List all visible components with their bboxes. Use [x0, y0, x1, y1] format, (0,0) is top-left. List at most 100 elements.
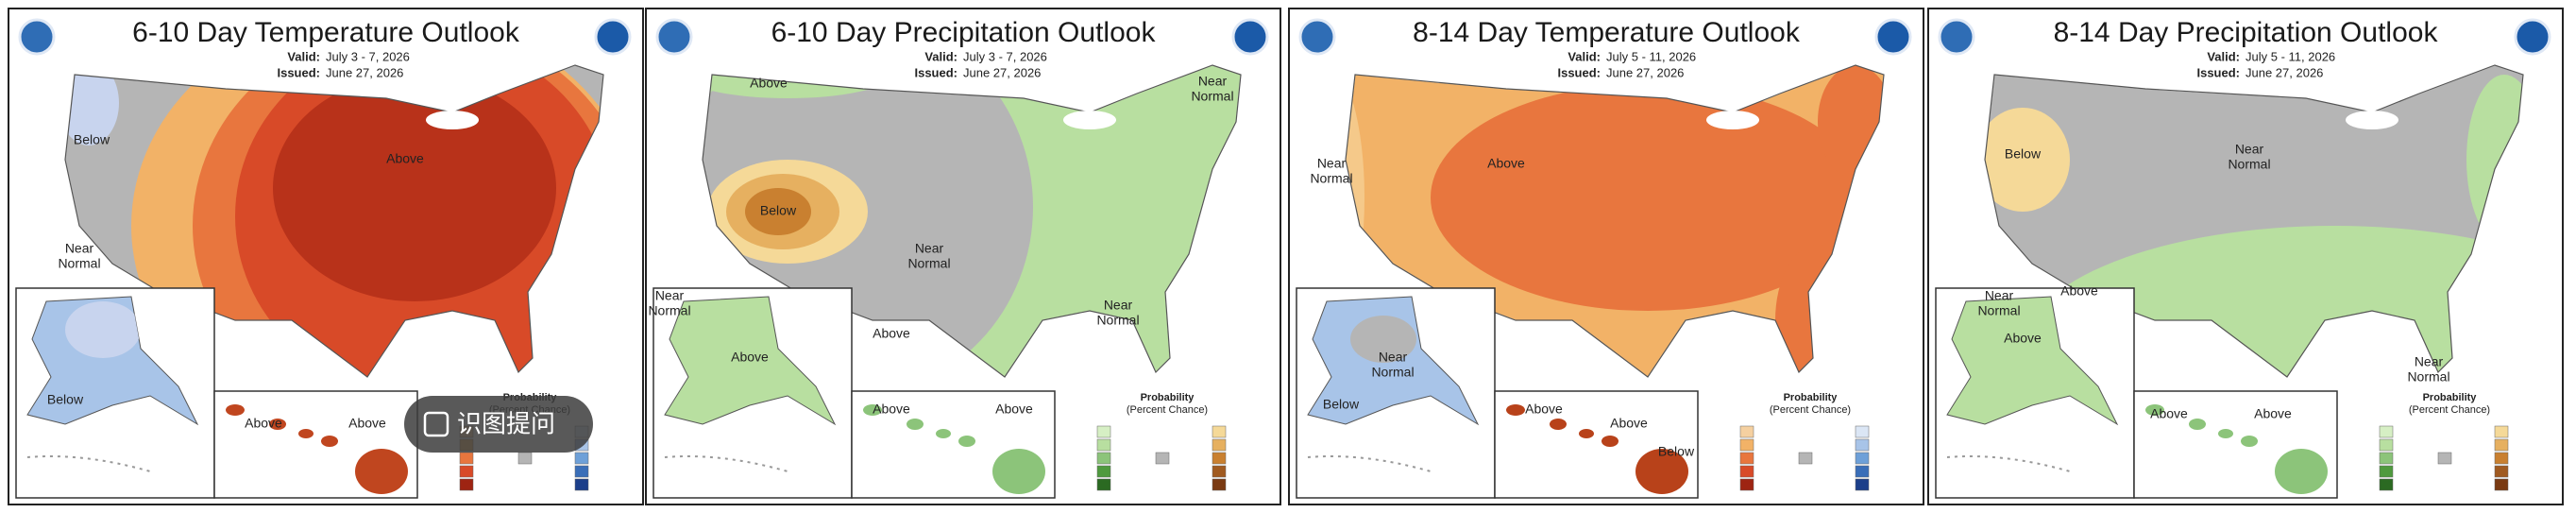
legend-swatch: [574, 452, 589, 465]
map-label: Near: [2235, 142, 2264, 157]
noaa-logo: [655, 18, 693, 56]
map-label: Below: [74, 132, 110, 147]
map-label: Above: [995, 402, 1033, 417]
legend-swatch: [1212, 438, 1227, 452]
great-lakes: [2346, 111, 2398, 129]
legend-swatch: [1212, 452, 1227, 465]
hawaii-island: [958, 436, 975, 447]
noaa-logo: [18, 18, 56, 56]
hawaii-island: [321, 436, 338, 447]
hawaii-island: [2275, 449, 2328, 494]
map-label: Above: [873, 402, 910, 417]
hawaii-island: [907, 419, 924, 430]
valid-dates: July 3 - 7, 2026: [326, 49, 410, 63]
issued-date: June 27, 2026: [963, 65, 1041, 79]
hawaii-island: [2145, 404, 2164, 416]
issued-label: Issued:: [277, 65, 320, 79]
legend-title: Probability: [1141, 392, 1195, 403]
legend-title: (Percent Chance): [1770, 404, 1851, 416]
valid-dates: July 5 - 11, 2026: [2246, 49, 2335, 63]
legend-swatch: [1855, 438, 1870, 452]
legend-swatch: [1096, 465, 1111, 478]
panel-title: 8-14 Day Precipitation Outlook: [2054, 17, 2439, 48]
great-lakes: [1706, 111, 1759, 129]
panel-title: 6-10 Day Temperature Outlook: [132, 17, 520, 48]
map-label: Near: [1198, 74, 1228, 89]
issued-label: Issued:: [914, 65, 958, 79]
alaska: [1946, 296, 2119, 426]
map-label: Near: [1317, 156, 1347, 171]
legend-swatch: [2494, 438, 2509, 452]
map-label: Normal: [907, 256, 950, 271]
valid-label: Valid:: [1568, 49, 1601, 63]
issued-date: June 27, 2026: [1606, 65, 1684, 79]
legend-swatch: [1212, 478, 1227, 491]
great-lakes: [426, 111, 479, 129]
legend-title: (Percent Chance): [2409, 404, 2490, 416]
outlook-region: [745, 188, 811, 235]
noaa-logo: [1938, 18, 1975, 56]
map-label: Above: [1610, 416, 1648, 431]
legend-swatch: [1739, 465, 1754, 478]
hawaii-inset: [1494, 390, 1699, 499]
hawaii-island: [2241, 436, 2258, 447]
legend-swatch: [1212, 425, 1227, 438]
map-label: Normal: [2407, 369, 2449, 385]
legend-swatch: [1096, 478, 1111, 491]
legend-title: (Percent Chance): [1127, 404, 1208, 416]
panel-title: 8-14 Day Temperature Outlook: [1413, 17, 1801, 48]
hawaii-island: [936, 429, 951, 438]
hawaii-island: [1550, 419, 1567, 430]
hawaii-island: [1579, 429, 1594, 438]
map-label: Above: [2150, 406, 2188, 421]
map-label: Below: [760, 203, 797, 218]
outlook-region: [1985, 108, 2070, 212]
valid-label: Valid:: [287, 49, 320, 63]
map-label: Above: [2004, 331, 2042, 346]
legend-swatch: [2437, 452, 2452, 465]
issued-date: June 27, 2026: [2246, 65, 2323, 79]
hawaii-island: [2189, 419, 2206, 430]
map-label: Normal: [1096, 313, 1139, 328]
map-label: Above: [245, 416, 282, 431]
recognize-button[interactable]: 识图提问: [404, 396, 593, 453]
button-bg: [404, 396, 593, 453]
hawaii-island: [1506, 404, 1525, 416]
panel-title: 6-10 Day Precipitation Outlook: [771, 17, 1157, 48]
legend-swatch: [2494, 478, 2509, 491]
legend-swatch: [2379, 438, 2394, 452]
legend-swatch: [574, 465, 589, 478]
map-label: Normal: [1371, 365, 1414, 380]
legend-swatch: [1739, 438, 1754, 452]
nws-logo: [2514, 18, 2551, 56]
legend-swatch: [1739, 478, 1754, 491]
map-label: Above: [731, 350, 769, 365]
legend-swatch: [1739, 425, 1754, 438]
valid-dates: July 3 - 7, 2026: [963, 49, 1047, 63]
legend-box: [1059, 391, 1275, 498]
legend-swatch: [1855, 465, 1870, 478]
hawaii-island: [863, 404, 882, 416]
valid-dates: July 5 - 11, 2026: [1606, 49, 1696, 63]
outlook-region: [1431, 84, 1865, 311]
great-lakes: [1063, 111, 1116, 129]
nws-logo: [1231, 18, 1269, 56]
map-label: Below: [1658, 444, 1695, 459]
map-label: Above: [386, 151, 424, 166]
legend-title: Probability: [1784, 392, 1839, 403]
outlook-region: [1350, 316, 1416, 363]
valid-label: Valid:: [2207, 49, 2240, 63]
map-label: Below: [2005, 146, 2042, 162]
map-label: Normal: [1191, 89, 1233, 104]
map-label: Normal: [2228, 157, 2270, 172]
map-label: Near: [915, 241, 944, 256]
outlook-region: [273, 75, 556, 301]
map-label: Above: [750, 76, 788, 91]
hawaii-island: [2218, 429, 2233, 438]
hawaii-island: [1602, 436, 1618, 447]
legend-swatch: [2379, 425, 2394, 438]
map-label: Above: [1525, 402, 1563, 417]
legend-title: Probability: [2423, 392, 2478, 403]
map-label: Normal: [58, 256, 100, 271]
